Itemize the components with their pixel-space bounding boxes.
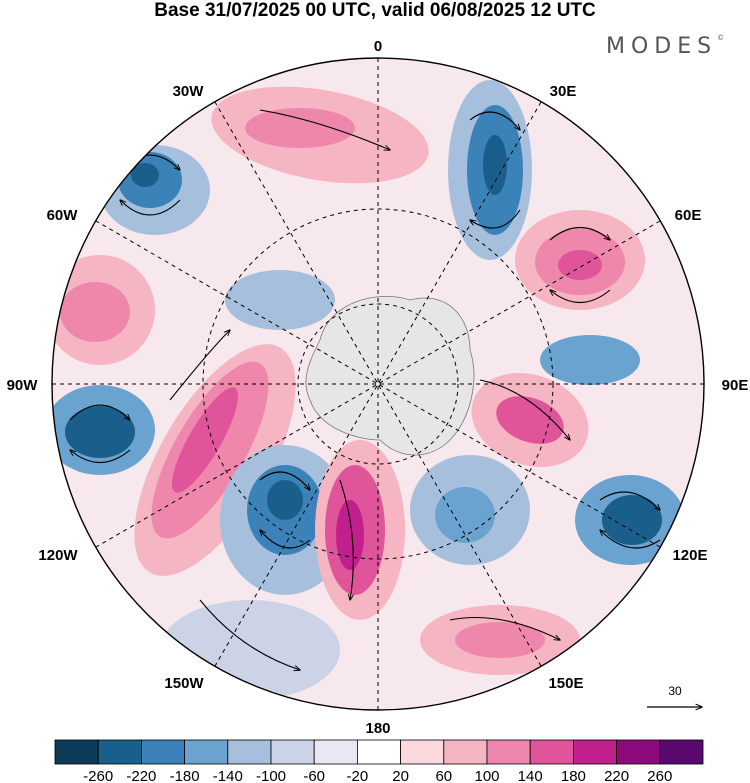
anomaly-blob xyxy=(558,250,602,280)
colorbar-swatch xyxy=(486,739,531,765)
anomaly-blob xyxy=(245,108,355,148)
wind-arrow xyxy=(599,491,660,510)
latitude-circles xyxy=(202,208,554,560)
lon-label-0: 0 xyxy=(374,38,382,55)
wind-arrow xyxy=(449,616,560,641)
colorbar-swatch xyxy=(54,739,99,765)
colorbar-swatch xyxy=(443,739,488,765)
colorbar-swatch xyxy=(313,739,358,765)
lon-label-120w: 120W xyxy=(38,547,78,564)
colorbar-swatch xyxy=(400,739,445,765)
wind-arrow xyxy=(69,404,130,420)
wind-arrow xyxy=(469,111,520,130)
colorbar-swatch xyxy=(616,739,661,765)
colorbar-swatch xyxy=(140,739,185,765)
colorbar-label: -260 xyxy=(83,768,113,783)
anomaly-field xyxy=(52,80,685,700)
brand-logo: MODES© xyxy=(606,34,724,59)
reference-vector: 30 xyxy=(647,684,702,707)
wind-arrow xyxy=(260,530,311,549)
wind-arrow xyxy=(259,471,310,490)
wind-arrow xyxy=(549,227,610,241)
anomaly-blob xyxy=(225,270,335,330)
brand-mark: © xyxy=(717,34,725,42)
wind-arrow xyxy=(339,479,353,600)
lon-label-150e: 150E xyxy=(548,675,583,692)
colorbar-swatch xyxy=(356,739,401,765)
wind-arrows xyxy=(69,109,661,670)
wind-arrow xyxy=(600,530,661,549)
colorbar-label: -20 xyxy=(347,768,369,783)
colorbar-label: -60 xyxy=(303,768,325,783)
colorbar-swatch xyxy=(573,739,618,765)
colorbar-swatch xyxy=(270,739,315,765)
map-title: Base 31/07/2025 00 UTC, valid 06/08/2025… xyxy=(154,0,596,21)
colorbar-label: -100 xyxy=(256,768,286,783)
colorbar-label: 180 xyxy=(561,768,586,783)
lon-label-60e: 60E xyxy=(675,207,702,224)
anomaly-blob xyxy=(435,487,495,543)
lon-label-60w: 60W xyxy=(47,207,79,224)
colorbar-label: -220 xyxy=(126,768,156,783)
colorbar-swatch xyxy=(97,739,142,765)
wind-arrow xyxy=(70,450,131,463)
anomaly-blob xyxy=(267,480,303,520)
anomaly-blob xyxy=(65,406,135,458)
latitude-circle xyxy=(202,208,554,560)
antarctica-landmass xyxy=(305,296,475,456)
colorbar-label: -180 xyxy=(170,768,200,783)
colorbar-swatch xyxy=(227,739,272,765)
colorbar-label: 140 xyxy=(518,768,543,783)
longitude-labels: 0 30E 60E 90E 120E 150E 180 150W 120W 90… xyxy=(7,38,749,737)
wind-arrow xyxy=(199,599,300,670)
brand-text: MODES xyxy=(606,34,718,59)
anomaly-blob xyxy=(483,135,507,195)
wind-arrow xyxy=(259,109,390,150)
colorbar-swatch xyxy=(184,739,229,765)
lon-label-90w: 90W xyxy=(7,377,39,394)
anomaly-blob xyxy=(171,387,239,493)
map-border xyxy=(51,57,705,711)
lon-label-120e: 120E xyxy=(672,547,707,564)
wind-arrow xyxy=(479,379,570,440)
anomaly-blob xyxy=(60,282,130,342)
wind-arrow xyxy=(550,290,611,303)
colorbar-swatch xyxy=(659,739,704,765)
latitude-circle xyxy=(297,303,459,465)
lon-label-30e: 30E xyxy=(550,83,577,100)
anomaly-blob xyxy=(336,500,364,570)
anomaly-blob xyxy=(131,163,159,187)
colorbar: -260 -220 -180 -140 -100 -60 -20 20 60 100 140 180 2… xyxy=(54,739,704,783)
anomaly-blob xyxy=(455,622,545,658)
reference-vector-label: 30 xyxy=(668,684,682,698)
wind-arrow xyxy=(120,200,181,216)
lon-label-30w: 30W xyxy=(173,83,205,100)
colorbar-label: 220 xyxy=(604,768,629,783)
colorbar-label: 60 xyxy=(435,768,452,783)
colorbar-label: -140 xyxy=(213,768,243,783)
wind-arrow xyxy=(470,209,521,229)
lon-label-150w: 150W xyxy=(164,675,204,692)
anomaly-blob xyxy=(496,396,564,444)
lon-label-90e: 90E xyxy=(722,377,749,394)
colorbar-swatch xyxy=(529,739,574,765)
colorbar-label: 20 xyxy=(392,768,409,783)
map-disc xyxy=(52,58,704,710)
colorbar-label: 100 xyxy=(474,768,499,783)
anomaly-blob xyxy=(540,335,640,385)
anomaly-blob xyxy=(602,495,662,545)
wind-arrow xyxy=(169,330,230,401)
lon-label-180: 180 xyxy=(365,720,390,737)
colorbar-label: 260 xyxy=(647,768,672,783)
